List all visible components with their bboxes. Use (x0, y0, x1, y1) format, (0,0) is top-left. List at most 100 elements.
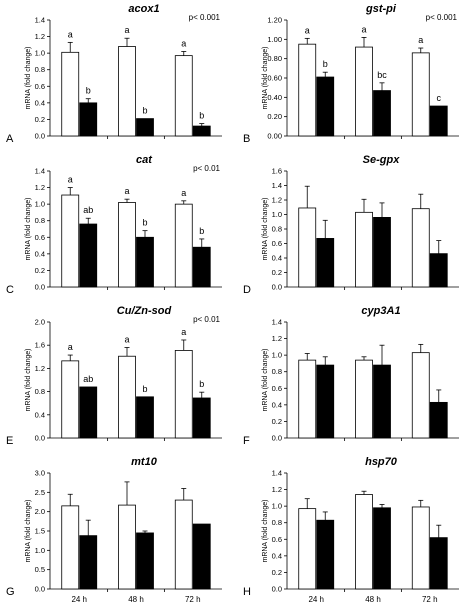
y-tick-label: 0.8 (35, 387, 45, 396)
significance-letter: ab (83, 374, 93, 384)
y-tick-label: 0.2 (35, 266, 45, 275)
bar-control (61, 505, 80, 590)
y-tick-label: 1.0 (272, 210, 282, 219)
bar-control (174, 499, 193, 590)
bar-treated (373, 90, 391, 137)
bar-control (298, 508, 317, 590)
y-tick-label: 1.4 (272, 181, 282, 190)
y-tick-label: 0.6 (272, 384, 282, 393)
bar-control (355, 359, 373, 439)
bar-control (355, 211, 373, 288)
y-tick-label: 0.0 (272, 434, 282, 443)
significance-letter: b (199, 379, 204, 389)
chart-title: acox1 (128, 3, 159, 15)
significance-letter: b (199, 226, 204, 236)
significance-letter: a (305, 25, 310, 35)
panel-letter: G (6, 586, 15, 598)
y-axis-label: mRNA (fold change) (262, 197, 269, 260)
y-tick-label: 0.6 (272, 239, 282, 248)
bar-treated (136, 236, 154, 288)
bar-treated (136, 532, 154, 590)
y-tick-label: 0.00 (267, 132, 282, 141)
bar-treated (373, 364, 391, 439)
panel-letter: H (243, 586, 251, 598)
y-tick-label: 0.4 (35, 98, 45, 107)
y-tick-label: 1.2 (272, 334, 282, 343)
bar-control (355, 46, 373, 137)
y-tick-label: 1.4 (35, 16, 45, 25)
y-tick-label: 0.6 (35, 82, 45, 91)
y-axis-label: mRNA (fold change) (25, 46, 32, 109)
significance-letter: a (124, 335, 129, 345)
bar-control (174, 203, 193, 288)
y-tick-label: 1.0 (35, 200, 45, 209)
y-axis-label: mRNA (fold change) (25, 499, 32, 562)
bar-treated (429, 537, 448, 590)
y-tick-label: 0.0 (35, 283, 45, 292)
significance-letter: a (181, 188, 186, 198)
bar-treated (79, 223, 98, 288)
bar-treated (316, 238, 335, 288)
y-tick-label: 0.0 (272, 283, 282, 292)
y-tick-label: 1.00 (267, 35, 282, 44)
significance-letter: c (437, 93, 442, 103)
bar-treated (192, 125, 211, 137)
bar-treated (136, 396, 154, 439)
panel-letter: C (6, 284, 14, 296)
bar-control (118, 202, 136, 288)
significance-letter: a (68, 342, 73, 352)
bar-treated (316, 76, 335, 137)
y-tick-label: 0.2 (272, 268, 282, 277)
y-tick-label: 0.4 (272, 551, 282, 560)
y-tick-label: 0.40 (267, 93, 282, 102)
y-axis-label: mRNA (fold change) (25, 348, 32, 411)
y-tick-label: 2.0 (35, 318, 45, 327)
x-tick-label: 48 h (128, 595, 144, 604)
x-tick-label: 24 h (308, 595, 324, 604)
bar-control (118, 504, 136, 590)
significance-letter: b (142, 384, 147, 394)
y-tick-label: 1.5 (35, 527, 45, 536)
y-tick-label: 2.5 (35, 488, 45, 497)
bar-treated (192, 397, 211, 439)
y-tick-label: 1.4 (272, 469, 282, 478)
y-tick-label: 0.5 (35, 565, 45, 574)
bar-control (411, 352, 430, 439)
bar-treated (79, 535, 98, 590)
y-tick-label: 1.6 (272, 167, 282, 176)
y-tick-label: 1.2 (35, 32, 45, 41)
significance-letter: b (86, 86, 91, 96)
bar-control (355, 494, 373, 590)
bar-treated (373, 507, 391, 590)
y-axis-label: mRNA (fold change) (262, 499, 269, 562)
p-value-label: p< 0.01 (193, 164, 220, 173)
y-axis-label: mRNA (fold change) (262, 348, 269, 411)
x-tick-label: 48 h (365, 595, 381, 604)
y-tick-label: 0.4 (35, 410, 45, 419)
bar-control (61, 194, 80, 288)
significance-letter: bc (377, 70, 387, 80)
y-tick-label: 0.2 (272, 417, 282, 426)
bar-treated (316, 519, 335, 590)
chart-title: mt10 (131, 456, 158, 468)
y-tick-label: 0.8 (35, 216, 45, 225)
bar-control (298, 207, 317, 288)
significance-letter: a (181, 327, 186, 337)
panel-letter: A (6, 133, 14, 145)
y-tick-label: 0.20 (267, 112, 282, 121)
bar-treated (192, 246, 211, 288)
x-tick-label: 72 h (185, 595, 201, 604)
bar-control (411, 52, 430, 137)
significance-letter: a (124, 25, 129, 35)
p-value-label: p< 0.01 (193, 315, 220, 324)
bar-control (61, 51, 80, 137)
y-tick-label: 1.6 (35, 341, 45, 350)
panel-letter: F (243, 435, 250, 447)
y-tick-label: 0.0 (272, 585, 282, 594)
y-tick-label: 0.4 (272, 400, 282, 409)
